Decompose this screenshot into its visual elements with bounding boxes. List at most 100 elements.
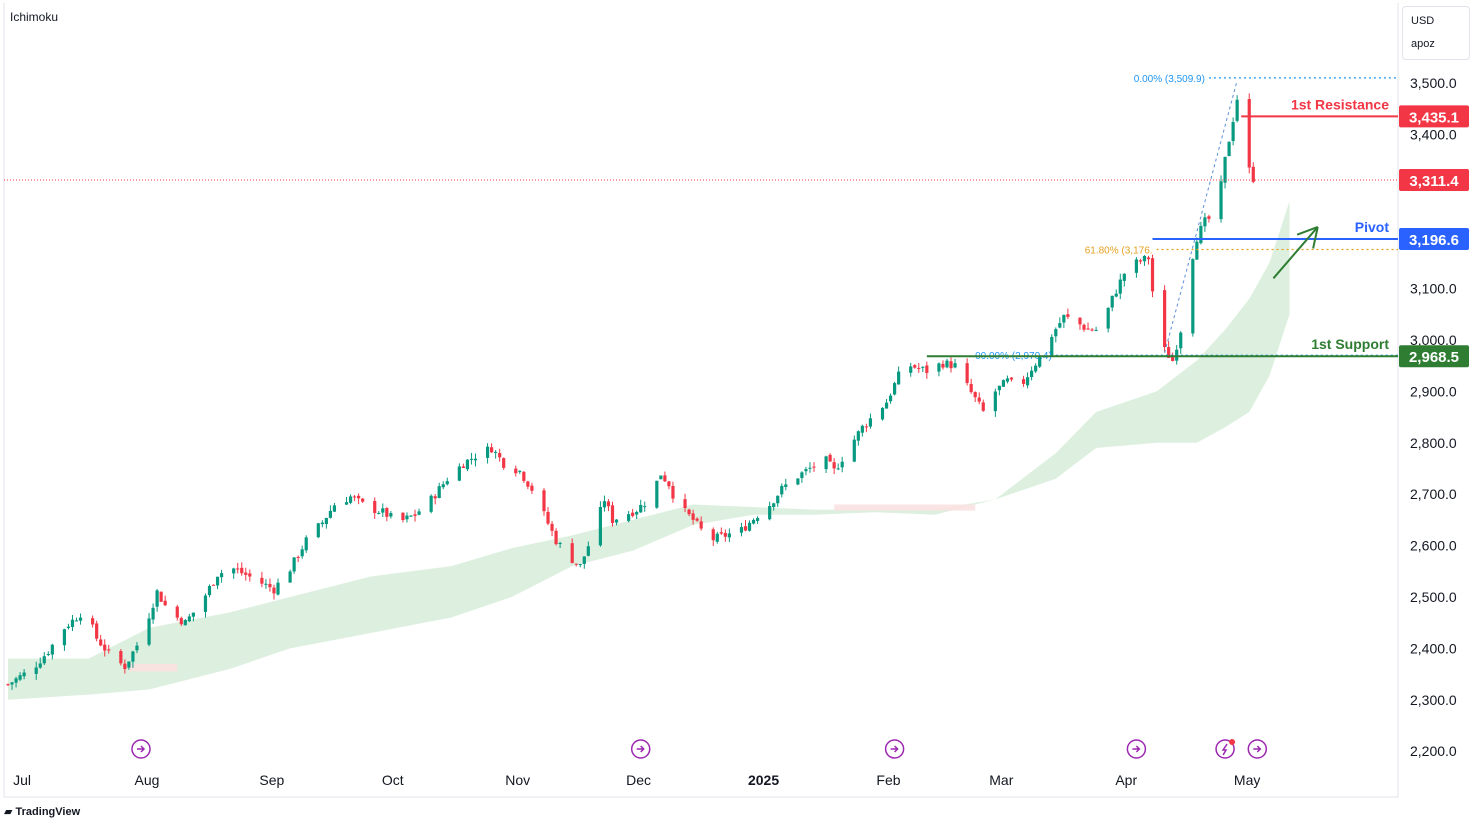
candle-down: [1078, 317, 1082, 325]
candle-down: [401, 512, 405, 521]
event-arrow-icon: [1132, 745, 1141, 753]
candle-up: [316, 523, 320, 538]
price-tick-label: 3,500.0: [1410, 75, 1457, 91]
candle-up: [1223, 156, 1227, 183]
fib-level-label: 0.00% (3,509.9): [1134, 74, 1205, 85]
indicator-label[interactable]: Ichimoku: [10, 10, 59, 24]
candle-up: [800, 472, 804, 479]
event-markers: [131, 739, 1268, 759]
candle-down: [1207, 216, 1211, 219]
candle-down: [981, 402, 985, 411]
candle-down: [91, 618, 95, 625]
candle-up: [1191, 259, 1195, 334]
candle-down: [699, 521, 703, 529]
bullish-arrow: [1272, 226, 1319, 279]
candle-up: [1005, 378, 1010, 382]
candle-down: [631, 512, 635, 516]
candle-up: [22, 672, 26, 677]
candle-up: [441, 484, 445, 488]
candle-up: [1219, 181, 1223, 220]
price-tick-label: 2,600.0: [1410, 538, 1457, 554]
price-tick-label: 2,200.0: [1410, 743, 1457, 759]
level-name-label: Pivot: [1355, 219, 1390, 235]
candle-up: [1001, 380, 1006, 387]
currency-selector[interactable]: USD apoz: [1402, 6, 1470, 60]
candle-up: [207, 585, 212, 596]
time-tick-label: Oct: [382, 772, 404, 788]
candle-down: [272, 587, 276, 594]
candle-down: [546, 511, 550, 524]
tradingview-logo[interactable]: ▰ TradingView: [4, 805, 80, 818]
price-tick-label: 2,400.0: [1410, 640, 1457, 656]
candle-down: [530, 485, 534, 491]
candle-down: [244, 572, 248, 575]
level-name-label: 1st Support: [1311, 336, 1389, 352]
candle-up: [856, 431, 860, 441]
candle-up: [191, 612, 195, 617]
candle-up: [276, 582, 280, 595]
candle-up: [417, 511, 421, 515]
candle-down: [175, 606, 179, 618]
time-axis[interactable]: Jul Aug Sep Oct Nov Dec 2025 Feb Mar Apr May: [13, 772, 1260, 788]
bullish-arrow-head: [1296, 225, 1319, 236]
candle-up: [598, 507, 603, 546]
candle-up: [381, 508, 385, 513]
time-tick-label: Apr: [1115, 772, 1137, 788]
candle-down: [236, 568, 240, 570]
candle-up: [643, 506, 647, 508]
candle-up: [953, 363, 957, 368]
price-tick-label: 2,700.0: [1410, 486, 1457, 502]
candle-up: [1114, 293, 1118, 297]
price-tick-label: 3,100.0: [1410, 281, 1457, 297]
candle-up: [772, 503, 776, 508]
candle-down: [610, 505, 615, 523]
candle-down: [812, 466, 816, 468]
candle-up: [264, 583, 268, 585]
candle-down: [99, 639, 103, 646]
candle-up: [1034, 365, 1038, 372]
candle-down: [357, 495, 361, 499]
price-axis[interactable]: 3,500.0 3,400.0 3,100.0 3,000.0 2,900.0 2,800…: [1399, 75, 1469, 759]
candle-up: [70, 619, 75, 627]
candle-down: [671, 486, 675, 499]
fib-level-label: 61.80% (3,176.: [1085, 246, 1153, 257]
candle-up: [232, 568, 236, 574]
candle-up: [909, 366, 913, 373]
candle-up: [897, 371, 901, 385]
candle-down: [977, 397, 981, 402]
candle-up: [34, 667, 38, 674]
price-badge-label: 2,968.5: [1409, 349, 1459, 366]
candle-down: [554, 530, 558, 545]
candle-down: [1247, 99, 1251, 168]
candle-up: [1050, 336, 1054, 356]
candle-up: [332, 505, 337, 512]
candle-down: [159, 591, 163, 602]
candle-up: [1122, 273, 1126, 281]
price-tick-label: 2,500.0: [1410, 589, 1457, 605]
event-arrow-icon: [636, 745, 645, 753]
candle-up: [852, 439, 856, 462]
candle-up: [993, 391, 997, 412]
candle-up: [445, 481, 449, 485]
candle-down: [832, 462, 836, 469]
candle-down: [107, 649, 111, 651]
candle-up: [1025, 377, 1030, 386]
time-tick-label: Aug: [134, 772, 159, 788]
candle-down: [917, 367, 921, 369]
candle-down: [1082, 324, 1086, 330]
price-badge: [1399, 227, 1469, 250]
candle-down: [695, 518, 699, 521]
candle-up: [804, 469, 808, 472]
candle-up: [14, 678, 18, 683]
candle-down: [123, 663, 127, 670]
candle-up: [42, 656, 46, 664]
candle-up: [824, 456, 828, 470]
candle-up: [215, 576, 220, 586]
candle-down: [1146, 257, 1151, 260]
candle-down: [526, 481, 530, 487]
price-tick-label: 3,000.0: [1410, 332, 1457, 348]
candle-up: [1118, 279, 1122, 294]
candle-up: [937, 363, 941, 372]
candle-up: [304, 537, 308, 551]
